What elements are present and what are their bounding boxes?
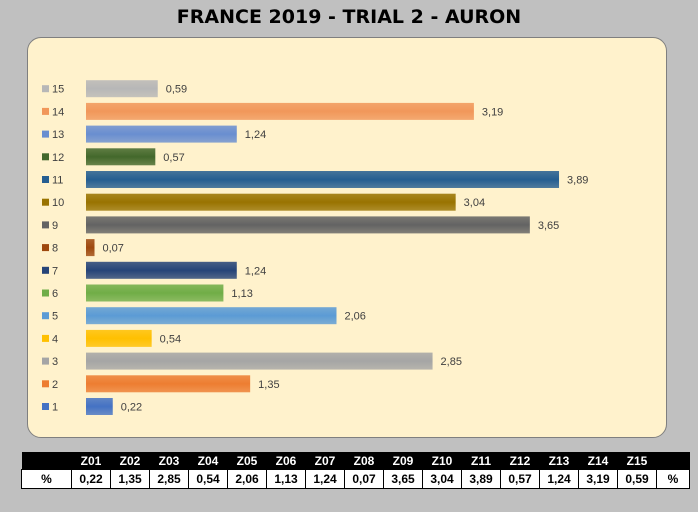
table-cell: 1,35 [110, 469, 150, 489]
data-label: 1,24 [245, 265, 266, 277]
legend-label: 4 [52, 333, 58, 345]
legend-swatch-14 [42, 107, 49, 115]
data-label: 3,65 [538, 220, 559, 232]
data-label: 1,24 [245, 129, 266, 141]
table-row: % 0,22 1,35 2,85 0,54 2,06 1,13 1,24 0,07 3,65 3,… [21, 469, 690, 489]
legend-swatch-13 [42, 130, 49, 138]
bar-3 [86, 352, 433, 370]
data-label: 1,35 [258, 379, 279, 391]
legend-swatch-9 [42, 221, 49, 229]
legend-label: 1 [52, 402, 58, 414]
table-header-cell: Z05 [227, 452, 267, 470]
table-cell: 0,57 [500, 469, 540, 489]
bar-7 [86, 261, 237, 279]
data-label: 1,13 [231, 288, 252, 300]
legend-label: 10 [52, 197, 64, 209]
legend-label: 6 [52, 288, 58, 300]
legend-swatch-6 [42, 289, 49, 297]
bar-13 [86, 125, 237, 143]
bar-8 [86, 239, 95, 257]
table-header-cell: Z14 [578, 452, 618, 470]
bar-9 [86, 216, 530, 234]
data-label: 2,06 [344, 311, 365, 323]
legend-swatch-5 [42, 312, 49, 320]
data-label: 0,22 [121, 402, 142, 414]
data-label: 3,89 [567, 175, 588, 187]
data-label: 3,19 [482, 106, 503, 118]
legend-swatch-7 [42, 266, 49, 274]
legend-swatch-15 [42, 85, 49, 93]
data-label: 0,59 [166, 84, 187, 96]
data-label: 0,07 [103, 243, 124, 255]
table-cell: 0,07 [344, 469, 384, 489]
legend-label: 13 [52, 129, 64, 141]
data-label: 2,85 [441, 356, 462, 368]
legend-label: 11 [52, 175, 63, 187]
legend-swatch-2 [42, 380, 49, 388]
legend-label: 2 [52, 379, 58, 391]
legend-label: 15 [52, 84, 64, 96]
table-cell: 2,85 [149, 469, 189, 489]
chart-title: FRANCE 2019 - TRIAL 2 - AURON [176, 6, 522, 28]
table-cell: 3,65 [383, 469, 423, 489]
table-header-cell: Z09 [383, 452, 423, 470]
table-header-cell: Z03 [149, 452, 189, 470]
table-cell: 0,54 [188, 469, 228, 489]
bar-5 [86, 307, 337, 325]
table-header-cell: Z08 [344, 452, 384, 470]
bar-chart: 1 0,22 2 1,35 3 2,85 4 0,54 5 2,06 6 1,13 7 1,24 8 0,07… [42, 80, 588, 415]
table-cell: 3,04 [422, 469, 462, 489]
data-table: Z01 Z02 Z03 Z04 Z05 Z06 Z07 Z08 Z09 Z10 Z11 Z12 Z13 Z… [21, 452, 690, 489]
table-header-cell: Z04 [188, 452, 228, 470]
table-header-cell: Z12 [500, 452, 540, 470]
legend-label: 7 [52, 265, 58, 277]
table-cell: 2,06 [227, 469, 267, 489]
legend-swatch-10 [42, 198, 49, 206]
legend-label: 5 [52, 311, 58, 323]
bar-2 [86, 375, 251, 393]
legend-label: 12 [52, 152, 64, 164]
legend-swatch-3 [42, 357, 49, 365]
table-header-cell: Z01 [71, 452, 111, 470]
legend-label: 3 [52, 356, 58, 368]
bar-14 [86, 102, 474, 120]
table-row-label: % [21, 469, 72, 489]
bar-10 [86, 193, 456, 211]
table-header-cell: Z06 [266, 452, 306, 470]
data-label: 0,54 [160, 333, 181, 345]
table-header-row: Z01 Z02 Z03 Z04 Z05 Z06 Z07 Z08 Z09 Z10 Z11 Z12 Z13 Z… [21, 452, 690, 470]
legend-swatch-11 [42, 176, 49, 183]
table-cell: 3,19 [578, 469, 618, 489]
table-header-cell: Z07 [305, 452, 345, 470]
table-cell: 1,24 [305, 469, 345, 489]
table-cell: 0,22 [71, 469, 111, 489]
legend-swatch-4 [42, 334, 49, 342]
bar-4 [86, 329, 152, 347]
table-header-end [656, 452, 690, 470]
bar-1 [86, 398, 113, 415]
legend-swatch-12 [42, 153, 49, 161]
legend-label: 9 [52, 220, 58, 232]
legend-label: 8 [52, 243, 58, 255]
table-row-suffix: % [656, 469, 690, 489]
table-cell: 1,13 [266, 469, 306, 489]
bar-11 [86, 171, 560, 188]
table-header-cell: Z15 [617, 452, 657, 470]
legend-swatch-1 [42, 403, 49, 410]
data-label: 3,04 [464, 197, 485, 209]
table-header-cell: Z13 [539, 452, 579, 470]
table-header-cell: Z10 [422, 452, 462, 470]
bar-15 [86, 80, 158, 98]
data-label: 0,57 [163, 152, 184, 164]
bar-12 [86, 148, 156, 166]
table-cell: 1,24 [539, 469, 579, 489]
bar-6 [86, 284, 224, 302]
table-header-cell: Z11 [461, 452, 501, 470]
table-header-cell: Z02 [110, 452, 150, 470]
table-cell: 0,59 [617, 469, 657, 489]
legend-swatch-8 [42, 244, 49, 252]
legend-label: 14 [52, 106, 64, 118]
table-cell: 3,89 [461, 469, 501, 489]
table-header-corner [21, 452, 72, 470]
